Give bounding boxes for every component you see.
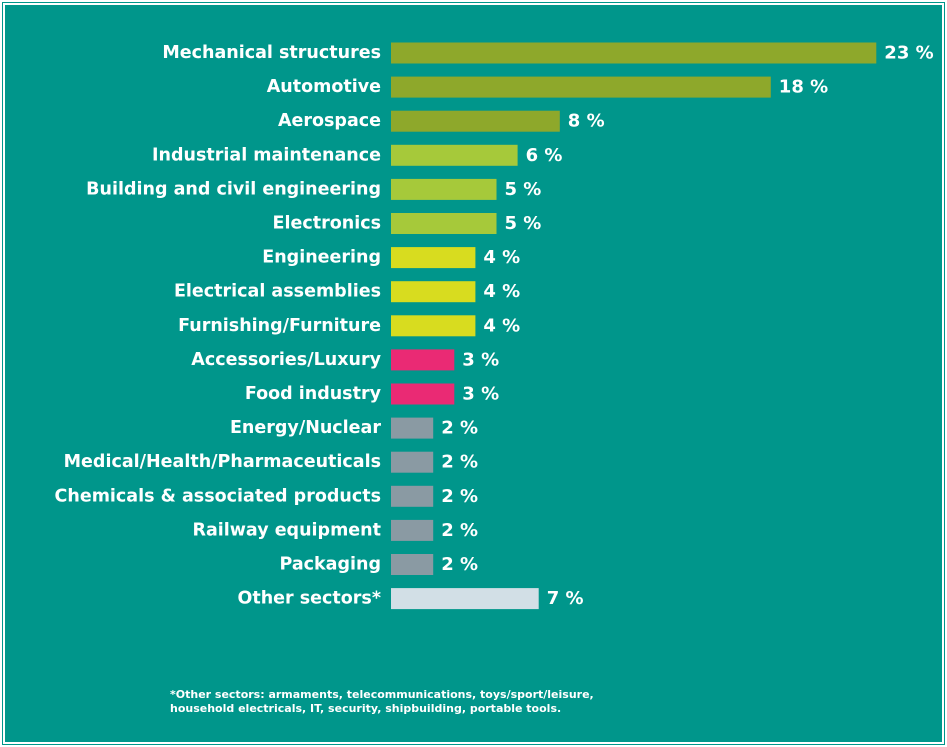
value-label: 2 % [441, 452, 478, 473]
category-label: Packaging [280, 555, 382, 575]
category-label: Engineering [262, 248, 381, 268]
chart-panel: Mechanical structures 23 % Automotive 18 % A… [3, 3, 944, 744]
value-label: 8 % [568, 111, 605, 132]
value-label: 6 % [526, 145, 563, 166]
category-label: Medical/Health/Pharmaceuticals [64, 452, 381, 472]
bar [391, 76, 771, 98]
value-label: 2 % [441, 418, 478, 439]
category-label: Industrial maintenance [152, 145, 381, 165]
bar [391, 281, 476, 303]
bar [391, 349, 455, 371]
bar [391, 42, 877, 64]
value-label: 18 % [779, 77, 828, 98]
value-label: 2 % [441, 520, 478, 541]
bar [391, 588, 539, 610]
value-label: 5 % [505, 213, 542, 234]
category-label: Energy/Nuclear [230, 418, 381, 438]
bar [391, 178, 497, 200]
category-label: Food industry [245, 384, 382, 404]
value-label: 4 % [483, 315, 520, 336]
category-label: Electronics [273, 214, 381, 234]
bar [391, 519, 434, 541]
value-label: 7 % [547, 588, 584, 609]
bar [391, 383, 455, 405]
category-label: Accessories/Luxury [191, 350, 381, 370]
bar-chart: Mechanical structures 23 % Automotive 18 % A… [55, 42, 934, 610]
value-label: 23 % [884, 43, 933, 64]
category-label: Building and civil engineering [86, 179, 381, 199]
bar [391, 315, 476, 337]
bar [391, 247, 476, 269]
bar [391, 213, 497, 234]
category-label: Other sectors* [237, 589, 381, 609]
bar [391, 417, 434, 439]
value-label: 3 % [462, 384, 499, 405]
value-label: 2 % [441, 486, 478, 507]
bar [391, 110, 560, 132]
bar [391, 144, 518, 166]
category-label: Railway equipment [192, 520, 381, 540]
category-label: Mechanical structures [162, 43, 381, 63]
value-label: 4 % [483, 247, 520, 268]
value-label: 3 % [462, 349, 499, 370]
category-label: Chemicals & associated products [55, 486, 381, 506]
category-label: Electrical assemblies [174, 282, 381, 302]
bar [391, 485, 434, 507]
value-label: 5 % [505, 179, 542, 200]
value-label: 2 % [441, 554, 478, 575]
category-label: Furnishing/Furniture [178, 316, 381, 336]
footnote: *Other sectors: armaments, telecommunica… [170, 688, 594, 715]
bar [391, 554, 434, 575]
bar [391, 451, 434, 473]
category-label: Automotive [267, 77, 381, 97]
value-label: 4 % [483, 281, 520, 302]
category-label: Aerospace [278, 111, 381, 131]
